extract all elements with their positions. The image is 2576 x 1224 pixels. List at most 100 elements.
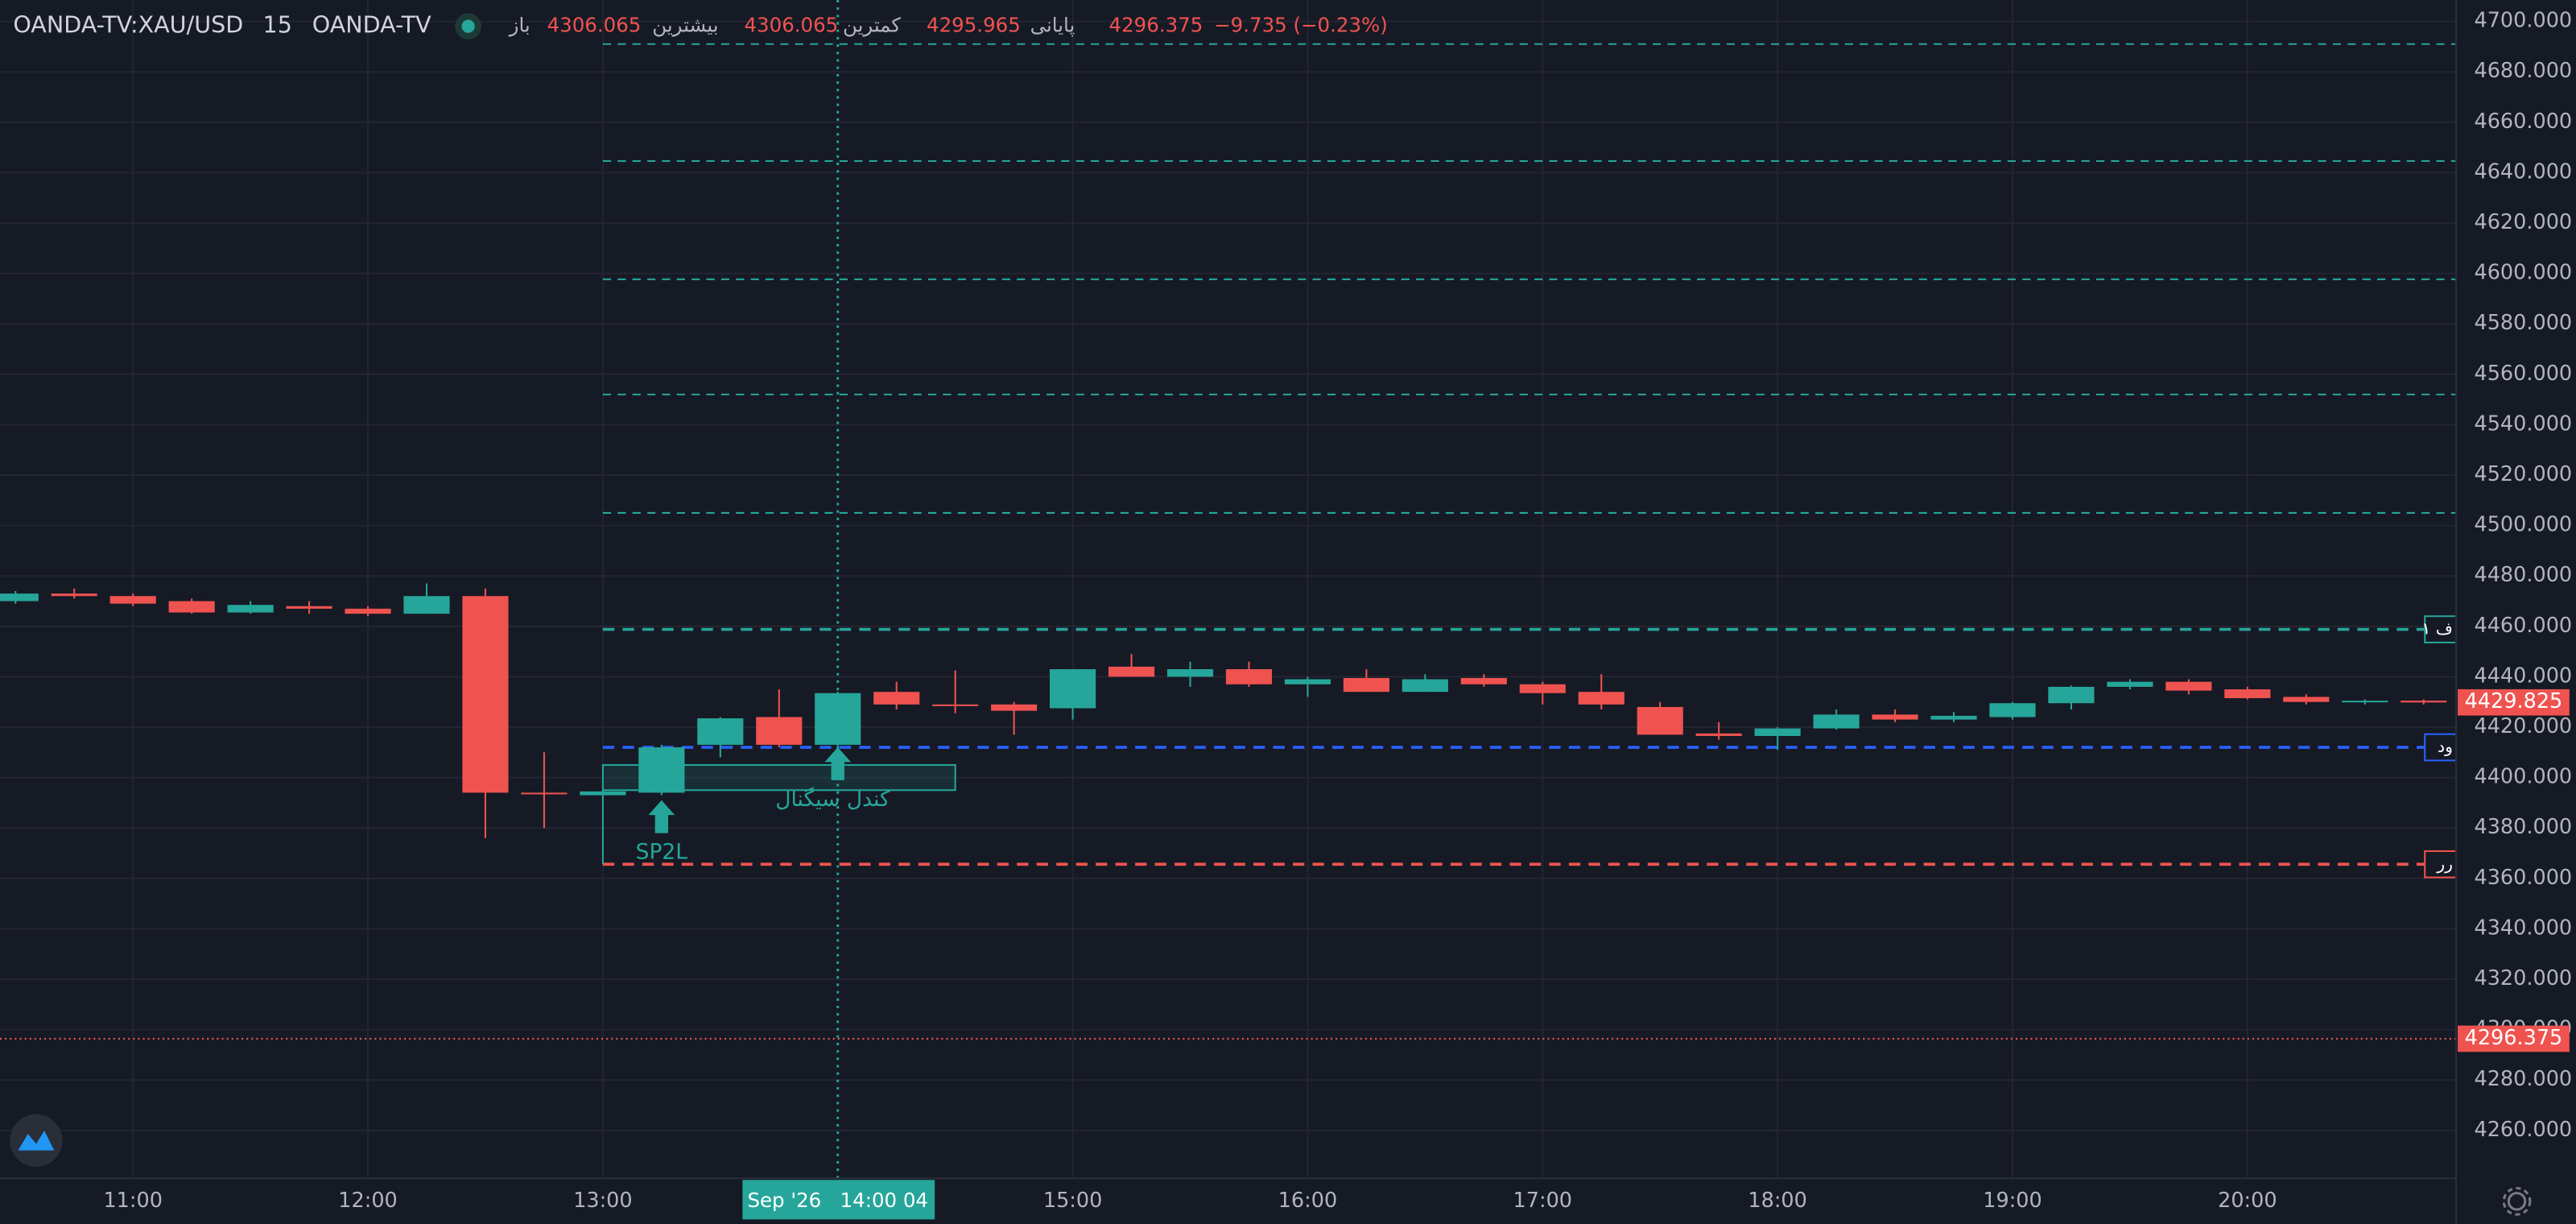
level-tag [2424,733,2458,762]
y-tick-label: 4540.000 [2474,411,2572,436]
candle-body [168,601,215,613]
candle-body [462,596,509,793]
header: OANDA-TV:XAU/USD 15 OANDA-TV باز 4306.06… [13,11,1388,39]
axes: 4260.0004280.0004300.0004320.0004340.000… [103,9,2572,1220]
y-tick-label: 4700.000 [2474,9,2572,33]
candle-body [403,596,450,614]
y-tick-label: 4460.000 [2474,614,2572,638]
y-tick-label: 4480.000 [2474,563,2572,587]
candle-body [1930,715,1977,720]
logo-icon [18,1131,55,1151]
candle-body [109,596,156,604]
candle-body [1754,728,1801,736]
price-tag-label: 4296.375 [2465,1026,2563,1050]
y-tick-label: 4600.000 [2474,261,2572,285]
candle-body [1460,677,1507,684]
candle-body [1813,714,1860,729]
symbol[interactable]: OANDA-TV:XAU/USD [13,11,243,39]
logo-bg[interactable] [10,1114,63,1167]
candle-body [286,606,332,609]
candle-body [1284,679,1331,684]
y-tick-label: 4260.000 [2474,1118,2572,1142]
x-tick-label: 12:00 [338,1189,398,1213]
level-label: ود [2438,737,2453,756]
plot: ف ۱ ود رر SP2L کندل سیگنال [0,0,2458,1179]
y-tick-label: 4360.000 [2474,866,2572,890]
y-tick-label: 4320.000 [2474,966,2572,990]
source: OANDA-TV [312,11,431,39]
y-tick-label: 4580.000 [2474,311,2572,335]
annotation: SP2L [636,840,688,865]
x-tick-label: 20:00 [2218,1189,2277,1213]
y-tick-label: 4500.000 [2474,513,2572,537]
x-tick-label: 18:00 [1748,1189,1807,1213]
price-tag [2458,688,2570,716]
candle-body [1989,703,2036,717]
candle-body [580,791,626,796]
status [461,19,475,33]
y-tick-label: 4680.000 [2474,59,2572,83]
y-tick-label: 4640.000 [2474,159,2572,184]
y-tick-label: 4560.000 [2474,362,2572,386]
settings-icon [2502,1186,2532,1216]
level-label: ف ۱ [2421,619,2453,639]
crosshair-label: Sep '26 14:00 04 [747,1189,928,1212]
candle-body [873,692,920,705]
y-tick-label: 4520.000 [2474,462,2572,486]
arrow [824,747,852,780]
x-tick-label: 15:00 [1043,1189,1103,1213]
field-label: بیشترین [652,14,718,37]
candle-body [2165,681,2212,691]
candle-body [51,593,97,597]
candle-body [2401,701,2447,703]
field-value: 4306.065 [547,14,642,37]
candle-body [697,718,744,745]
field-value: 4295.965 [927,14,1021,37]
candle-body [2342,701,2388,703]
candle-body [1108,666,1155,677]
x-tick-label: 16:00 [1278,1189,1338,1213]
crosshair-tag [742,1180,935,1220]
candle-body [1637,706,1683,735]
logo[interactable] [10,1114,63,1167]
interval[interactable]: 15 [263,11,292,39]
candle-body [227,605,274,613]
field-value: 4296.375 [1109,14,1203,37]
candle-body [1050,669,1096,709]
candle-body [2048,686,2095,704]
candle-body [815,693,861,745]
arrow [648,800,675,833]
candle-body [1578,692,1624,705]
candle-body [932,704,979,706]
y-tick-label: 4420.000 [2474,714,2572,738]
candle-body [1402,679,1448,693]
field-label: باز [508,14,530,37]
field-label: کمترین [843,14,901,37]
candle-body [991,704,1038,711]
candle-body [638,747,685,793]
candle-body [1225,669,1273,684]
candle-body [345,608,391,614]
candle-body [756,717,803,745]
x-tick-label: 17:00 [1513,1189,1573,1213]
x-tick-label: 13:00 [573,1189,633,1213]
candle-body [2224,689,2271,699]
settings-icon[interactable] [2507,1192,2527,1211]
x-tick-label: 11:00 [103,1189,163,1213]
y-tick-label: 4620.000 [2474,210,2572,234]
settings[interactable] [2502,1186,2532,1216]
y-tick-label: 4280.000 [2474,1067,2572,1091]
annotation: کندل سیگنال [775,787,890,812]
candle-body [2107,681,2153,687]
field-label: پایانی [1030,14,1075,37]
change: −9.735 (−0.23%) [1214,14,1388,37]
candle-body [0,593,39,602]
candle-body [1695,733,1742,736]
y-tick-label: 4340.000 [2474,916,2572,940]
candle-body [521,792,568,795]
candle-body [1166,669,1214,677]
x-tick-label: 19:00 [1983,1189,2042,1213]
price-tag [2458,1025,2570,1052]
level-label: رر [2436,854,2453,873]
y-tick-label: 4380.000 [2474,815,2572,839]
